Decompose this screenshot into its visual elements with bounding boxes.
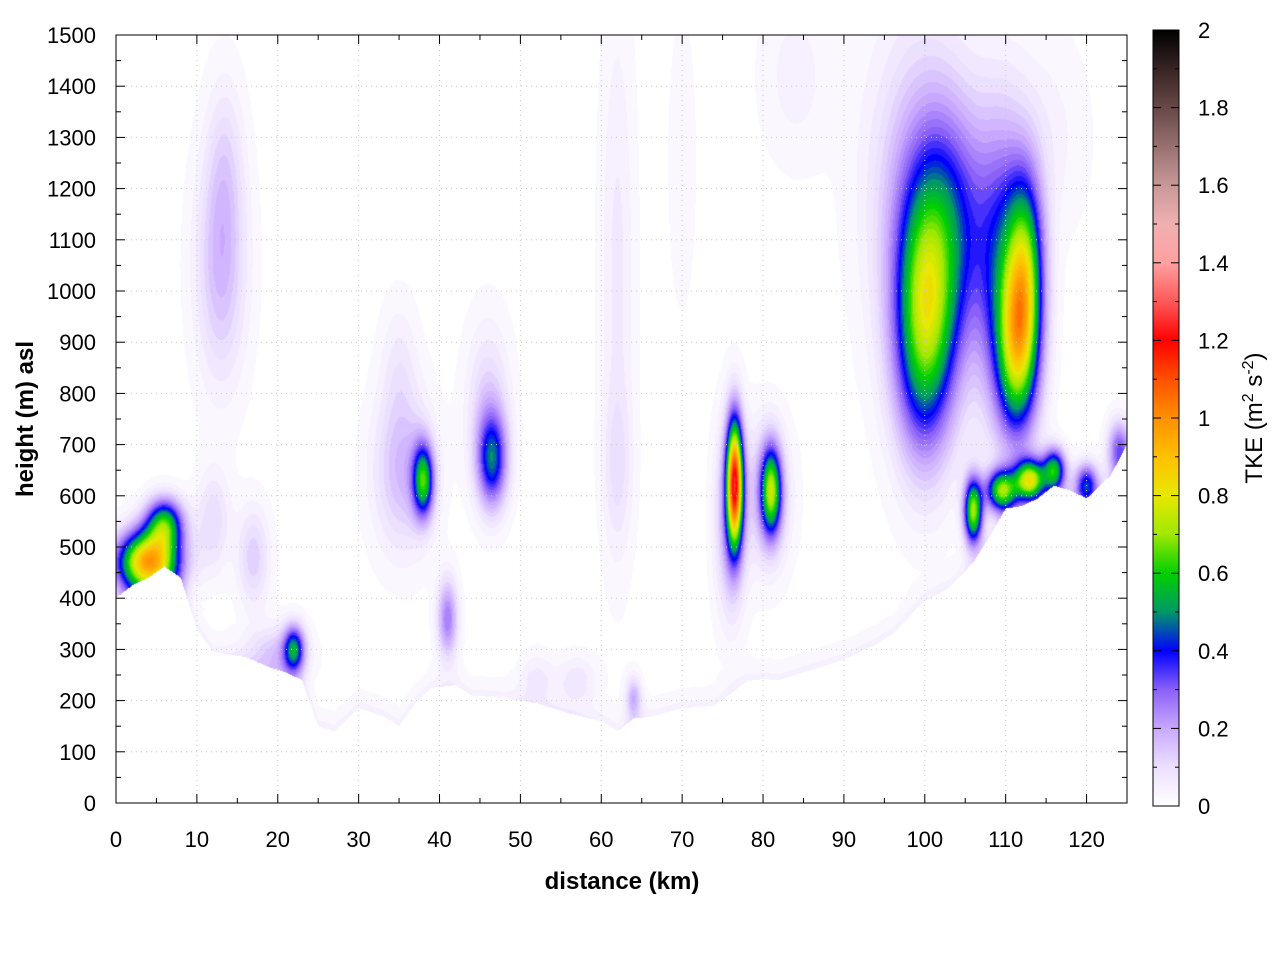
y-tick-label: 400 [59,586,96,611]
x-tick-label: 10 [185,827,209,852]
y-tick-label: 300 [59,637,96,662]
colorbar-title-main: TKE (m [1241,402,1268,483]
y-tick-label: 1200 [47,177,96,202]
y-tick-label: 1000 [47,279,96,304]
colorbar-title: TKE (m2 s-2) [1240,352,1268,483]
x-tick-label: 110 [988,827,1023,852]
colorbar-title-mid: s [1241,375,1268,394]
y-tick-label: 700 [59,433,96,458]
cbar-tick-label: 1.4 [1198,251,1229,276]
y-tick-label: 200 [59,689,96,714]
y-tick-label: 1100 [49,228,96,253]
cbar-tick-label: 0 [1198,794,1210,819]
cbar-tick-label: 0.2 [1198,716,1229,741]
cbar-tick-label: 0.8 [1198,484,1229,509]
grid-lines [116,35,1127,803]
colorbar-title-sup1: 2 [1240,393,1257,402]
colorbar-title-end: ) [1241,352,1268,360]
x-axis-ticks: 0 10 20 30 40 50 60 70 80 90 100 110 120 [110,35,1105,852]
cbar-tick-label: 1 [1198,406,1210,431]
cbar-tick-label: 1.2 [1198,328,1229,353]
x-tick-label: 60 [589,827,613,852]
y-tick-label: 100 [59,740,96,765]
y-tick-label: 800 [59,381,96,406]
x-tick-label: 70 [670,827,694,852]
x-tick-label: 80 [751,827,775,852]
x-tick-label: 120 [1068,827,1105,852]
x-tick-label: 100 [906,827,943,852]
y-axis-title: height (m) asl [12,341,39,497]
y-tick-label: 900 [59,330,96,355]
y-axis-ticks: 0 100 200 300 400 500 600 700 800 900 1000 1100 1200… [47,23,1127,816]
cbar-tick-label: 0.6 [1198,561,1229,586]
y-tick-label: 1400 [47,74,96,99]
x-tick-label: 90 [832,827,856,852]
y-tick-label: 1500 [47,23,96,48]
y-tick-label: 1300 [47,125,96,150]
y-tick-label: 0 [84,791,96,816]
x-tick-label: 40 [427,827,451,852]
y-tick-label: 500 [59,535,96,560]
cbar-tick-label: 1.8 [1198,96,1229,121]
tke-heatmap [116,35,1127,803]
colorbar-title-sup2: -2 [1240,360,1257,374]
cbar-tick-label: 2 [1198,18,1210,43]
x-tick-label: 0 [110,827,122,852]
colorbar-ticks: 0 0.2 0.4 0.6 0.8 1 1.2 1.4 1.6 1.8 2 [1153,18,1229,819]
cbar-tick-label: 1.6 [1198,173,1229,198]
x-axis-title: distance (km) [545,868,700,895]
x-tick-label: 20 [266,827,290,852]
x-tick-label: 50 [508,827,532,852]
cbar-tick-label: 0.4 [1198,639,1229,664]
y-tick-label: 600 [59,484,96,509]
x-tick-label: 30 [346,827,370,852]
